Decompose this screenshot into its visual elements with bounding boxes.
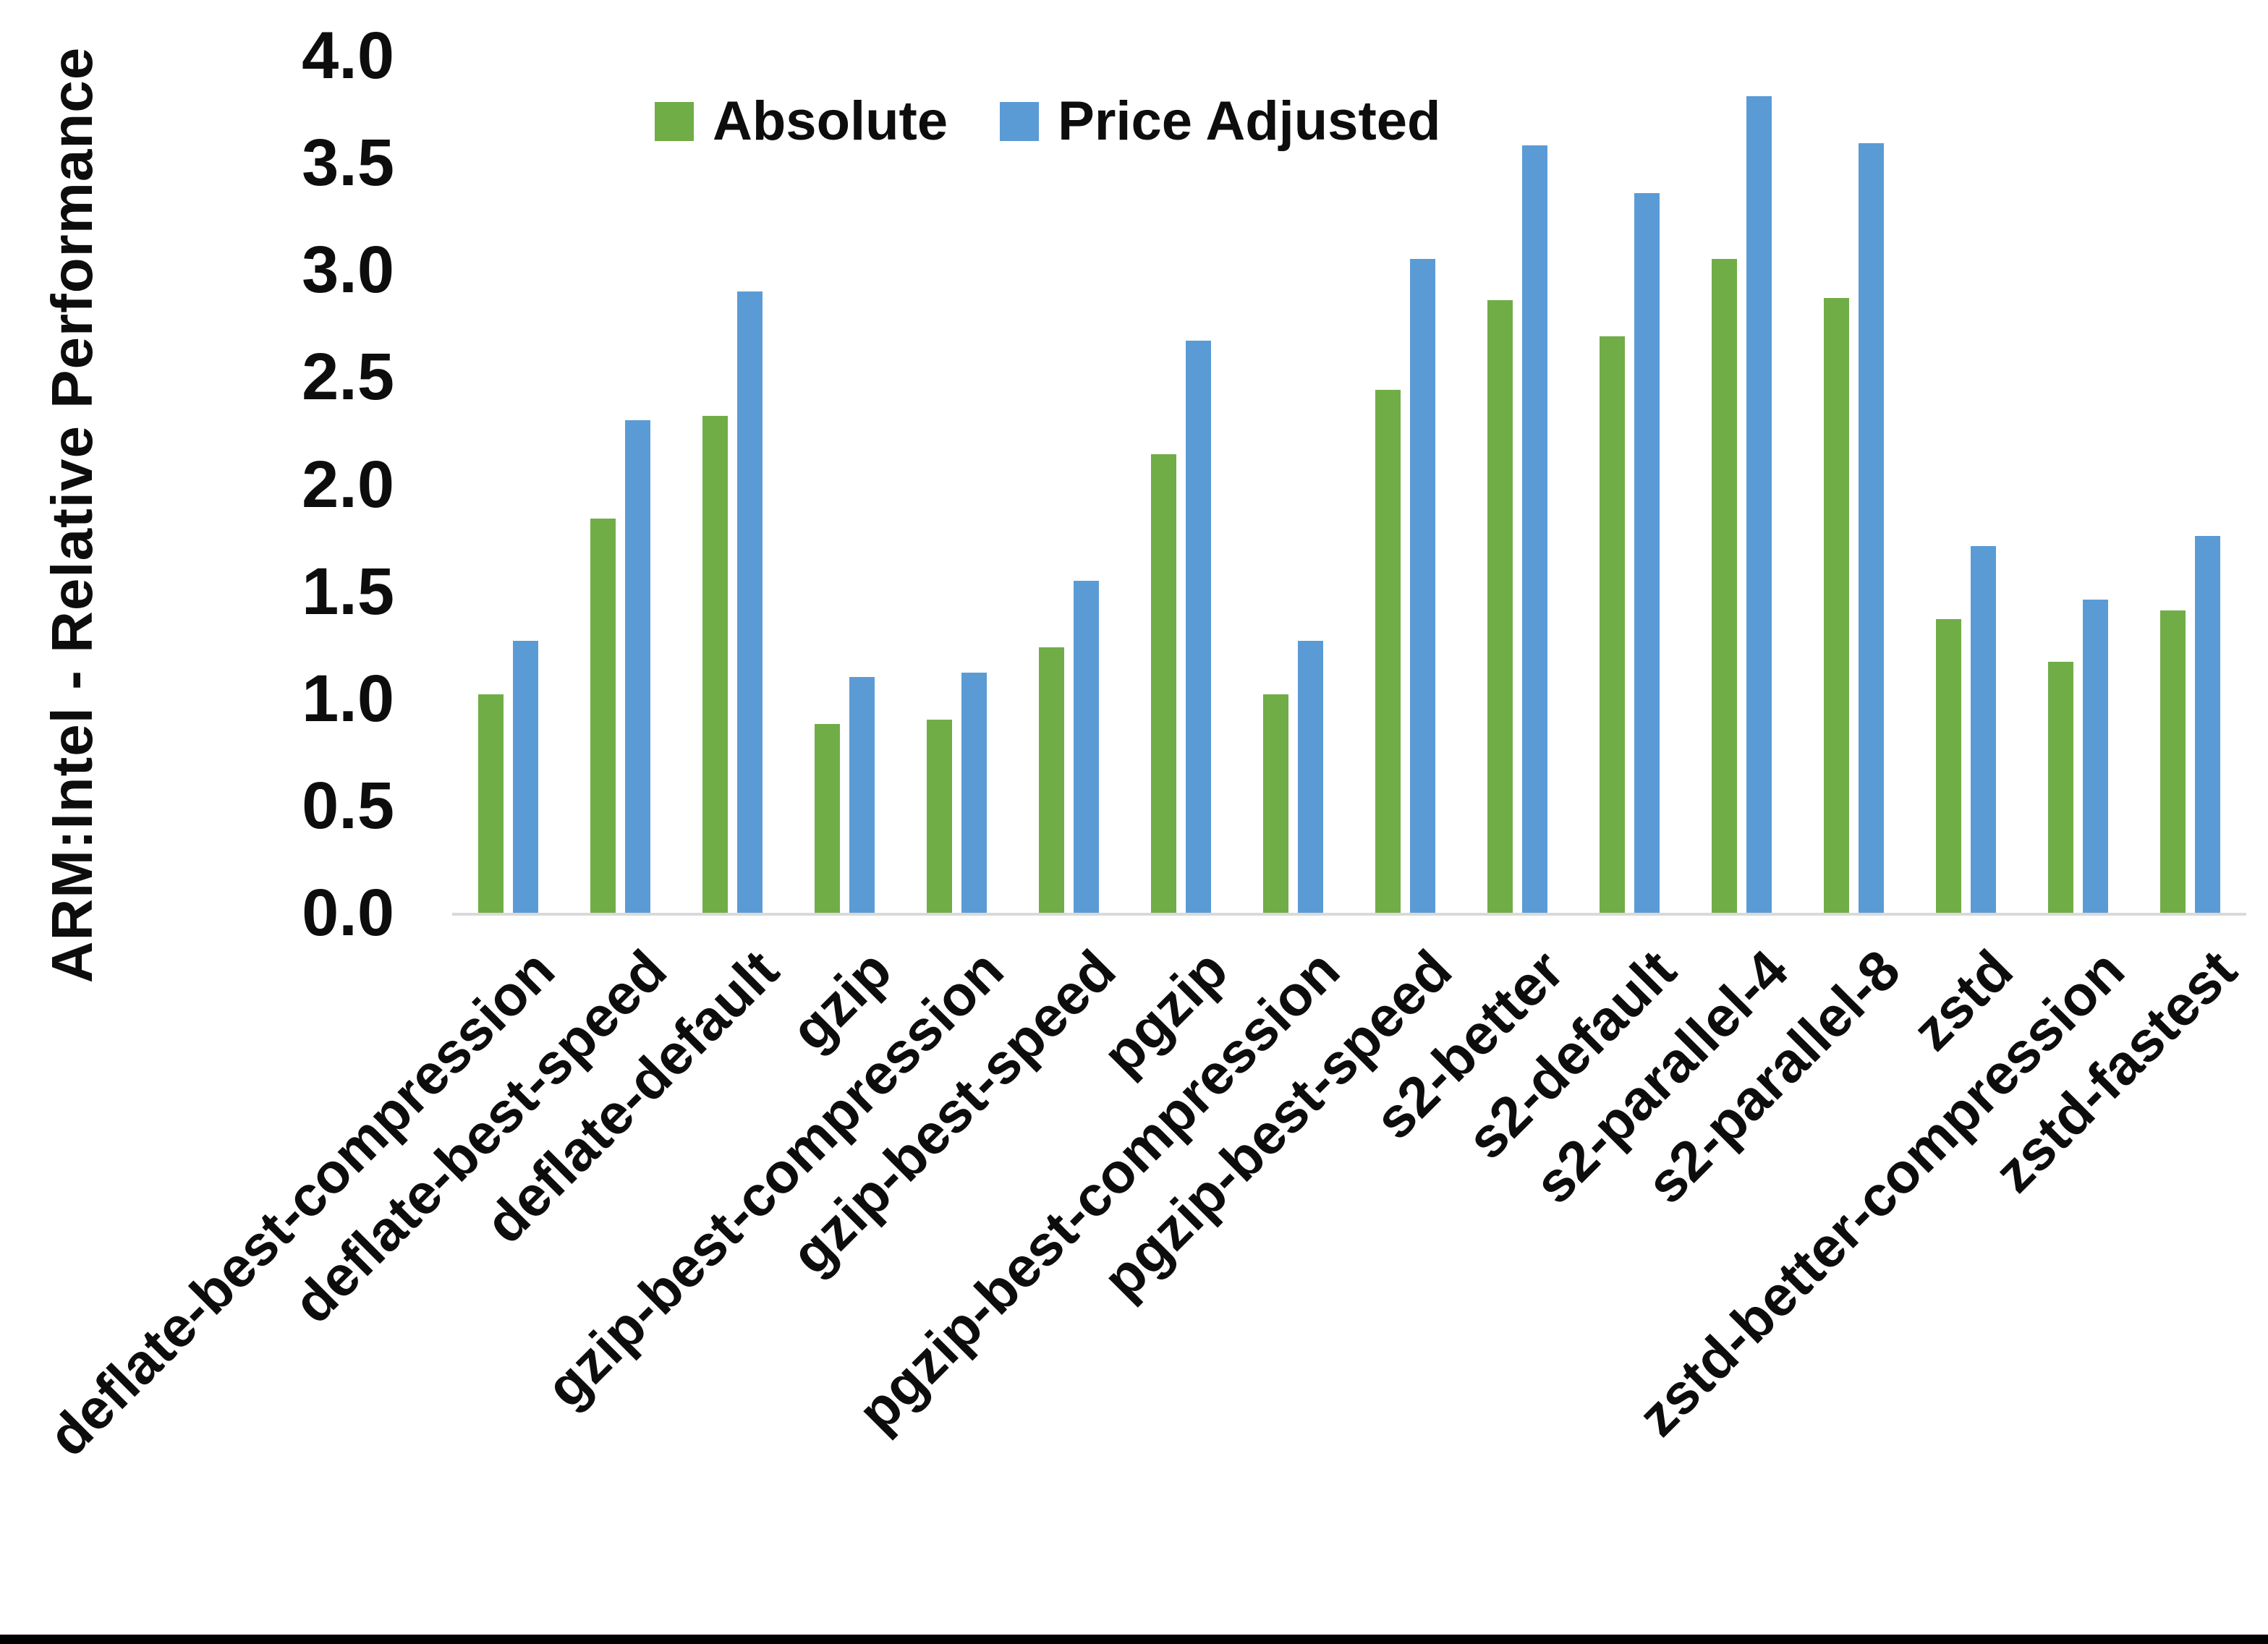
bar-absolute xyxy=(1375,390,1401,913)
y-tick-label: 2.0 xyxy=(302,447,394,521)
y-tick-label: 1.5 xyxy=(302,554,394,629)
bar-price-adjusted xyxy=(1298,641,1323,913)
legend-item-absolute: Absolute xyxy=(655,94,948,149)
bar-price-adjusted xyxy=(625,420,650,913)
legend-label: Price Adjusted xyxy=(1058,90,1441,152)
bar-absolute xyxy=(1039,647,1064,913)
bar-price-adjusted xyxy=(1971,546,1996,913)
bar-absolute xyxy=(1824,298,1849,913)
bar-price-adjusted xyxy=(1074,581,1099,913)
bar-price-adjusted xyxy=(1186,341,1211,913)
bar-group-pgzip xyxy=(1125,56,1237,913)
bar-group-pgzip-best-speed xyxy=(1349,56,1461,913)
bar-price-adjusted xyxy=(849,677,875,913)
bar-group-s2-better xyxy=(1461,56,1573,913)
bar-group-gzip xyxy=(789,56,901,913)
bar-absolute xyxy=(1600,336,1625,913)
bar-group-zstd xyxy=(1910,56,2022,913)
bar-absolute xyxy=(2160,610,2186,913)
bar-absolute xyxy=(1487,300,1513,913)
bar-group-s2-parallel-4 xyxy=(1686,56,1798,913)
bar-group-gzip-best-speed xyxy=(1013,56,1125,913)
bar-price-adjusted xyxy=(961,673,987,913)
bar-price-adjusted xyxy=(1859,143,1884,913)
legend: Absolute Price Adjusted xyxy=(655,94,1440,149)
bar-absolute xyxy=(590,519,616,913)
bar-price-adjusted xyxy=(513,641,538,913)
bar-absolute xyxy=(2048,662,2073,913)
y-tick-label: 0.0 xyxy=(302,876,394,950)
bar-absolute xyxy=(1151,454,1176,913)
bar-group-zstd-fastest xyxy=(2134,56,2246,913)
bar-absolute xyxy=(1936,619,1961,913)
y-tick-label: 1.0 xyxy=(302,661,394,736)
y-tick-label: 4.0 xyxy=(302,19,394,93)
bottom-border-bar xyxy=(0,1635,2268,1644)
bar-price-adjusted xyxy=(1746,96,1772,913)
bar-group-s2-default xyxy=(1573,56,1686,913)
y-tick-label: 3.0 xyxy=(302,233,394,307)
legend-swatch-icon xyxy=(1000,102,1040,141)
legend-label: Absolute xyxy=(713,90,948,152)
bar-price-adjusted xyxy=(2195,536,2220,913)
bar-price-adjusted xyxy=(1522,145,1547,913)
bar-absolute xyxy=(702,416,728,913)
bar-absolute xyxy=(927,720,952,913)
bar-group-gzip-best-compression xyxy=(901,56,1013,913)
bar-price-adjusted xyxy=(2083,600,2108,913)
bar-absolute xyxy=(478,694,504,913)
bar-absolute xyxy=(1263,694,1288,913)
bar-group-deflate-default xyxy=(676,56,789,913)
bar-group-deflate-best-speed xyxy=(564,56,676,913)
plot-area xyxy=(452,56,2246,916)
bar-group-zstd-better-compression xyxy=(2022,56,2134,913)
y-tick-label: 0.5 xyxy=(302,768,394,843)
bar-group-deflate-best-compression xyxy=(452,56,564,913)
legend-item-price-adjusted: Price Adjusted xyxy=(1000,94,1440,149)
bar-absolute xyxy=(815,724,840,913)
legend-swatch-icon xyxy=(655,102,694,141)
y-tick-label: 2.5 xyxy=(302,340,394,414)
y-tick-label: 3.5 xyxy=(302,126,394,200)
bar-price-adjusted xyxy=(1410,259,1435,913)
bar-price-adjusted xyxy=(1634,193,1660,913)
bar-group-s2-parallel-8 xyxy=(1798,56,1910,913)
bar-absolute xyxy=(1712,259,1737,913)
bar-price-adjusted xyxy=(737,291,763,913)
bar-group-pgzip-best-compression xyxy=(1237,56,1349,913)
